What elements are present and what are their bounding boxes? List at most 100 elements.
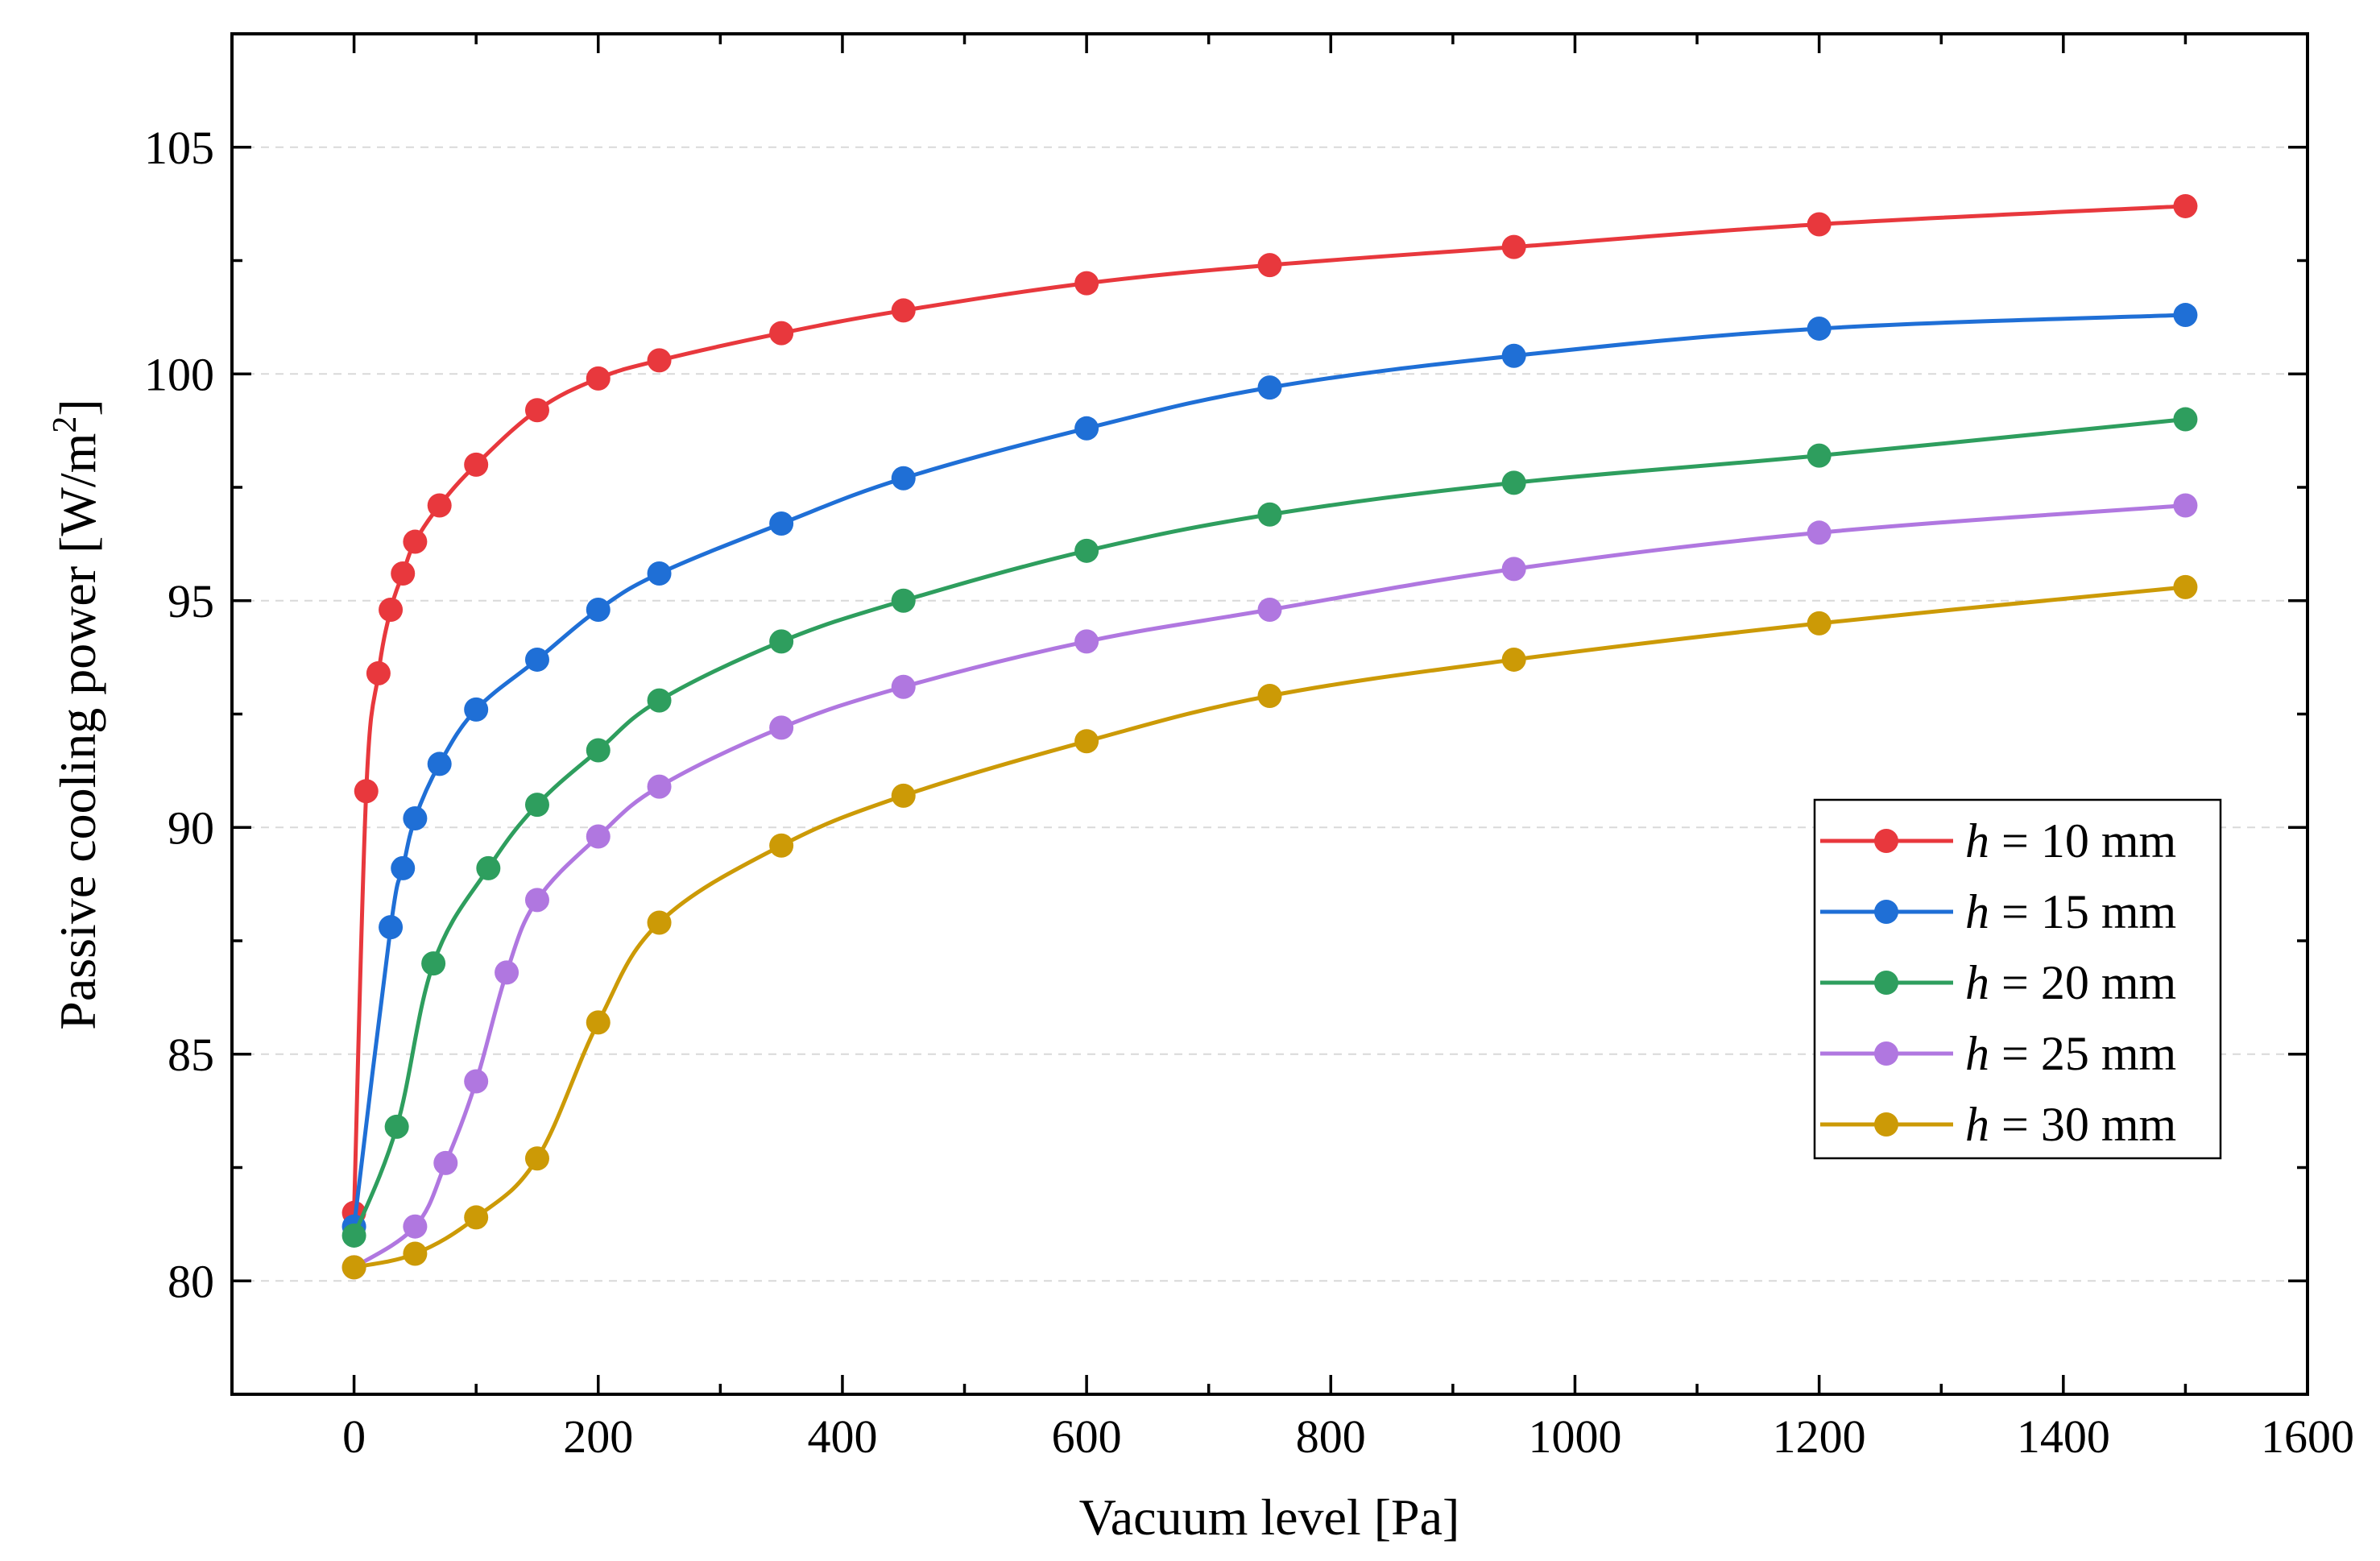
- data-point: [1257, 502, 1282, 527]
- data-point: [495, 960, 519, 985]
- x-tick-label: 1400: [2017, 1410, 2110, 1463]
- data-point: [1501, 343, 1526, 368]
- data-point: [647, 910, 672, 935]
- data-point: [524, 793, 549, 818]
- data-point: [464, 1069, 489, 1094]
- data-point: [341, 1255, 366, 1280]
- data-point: [586, 1010, 611, 1035]
- series-layer: [341, 193, 2198, 1280]
- data-point: [647, 774, 672, 799]
- data-point: [1807, 443, 1832, 468]
- data-point: [403, 529, 428, 554]
- x-tick-label: 0: [342, 1410, 366, 1463]
- data-point: [1074, 416, 1099, 441]
- data-point: [1807, 316, 1832, 341]
- data-point: [391, 561, 416, 586]
- legend-label-value: = 15 mm: [1989, 885, 2176, 938]
- plot-frame: [230, 32, 2309, 1396]
- legend-marker: [1874, 971, 1898, 995]
- data-point: [379, 598, 404, 623]
- legend-entry: h = 30 mm: [1820, 1098, 2176, 1151]
- y-tick-label: 90: [168, 801, 214, 854]
- legend-label-value: = 30 mm: [1989, 1098, 2176, 1151]
- x-tick-label: 1000: [1528, 1410, 1621, 1463]
- legend-entry: h = 20 mm: [1820, 956, 2176, 1009]
- data-point: [1074, 729, 1099, 754]
- series-line: [352, 417, 2186, 1236]
- data-point: [1257, 375, 1282, 400]
- data-point: [403, 1214, 428, 1239]
- y-tick-label: 80: [168, 1255, 214, 1307]
- data-point: [403, 805, 428, 830]
- legend-label-variable: h: [1965, 814, 1989, 867]
- series-3: [341, 407, 2198, 1248]
- data-point: [1257, 683, 1282, 708]
- series-1: [341, 193, 2198, 1225]
- data-point: [891, 298, 916, 323]
- data-point: [1807, 520, 1832, 545]
- x-tick-label: 1600: [2261, 1410, 2354, 1463]
- data-point: [427, 493, 452, 518]
- legend-label: h = 15 mm: [1965, 885, 2176, 938]
- data-point: [891, 674, 916, 699]
- legend-label: h = 30 mm: [1965, 1098, 2176, 1151]
- legend-label-variable: h: [1965, 885, 1989, 938]
- data-point: [524, 1146, 549, 1171]
- y-axis-title-close: ]: [49, 399, 106, 416]
- tick-layer: 80 85 90 95 100 105 0 200 400 600 800 1000 1200 1400 1…: [144, 32, 2354, 1463]
- data-point: [464, 697, 489, 722]
- legend-label-value: = 20 mm: [1989, 956, 2176, 1009]
- y-tick-label: 95: [168, 575, 214, 627]
- data-point: [1257, 253, 1282, 278]
- legend-entry: h = 25 mm: [1820, 1027, 2176, 1080]
- data-point: [586, 738, 611, 763]
- y-tick-label: 100: [144, 348, 214, 400]
- legend-label-value: = 10 mm: [1989, 814, 2176, 867]
- x-axis-title: Vacuum level [Pa]: [1079, 1489, 1460, 1546]
- data-point: [1501, 647, 1526, 672]
- x-tick-label: 1200: [1773, 1410, 1866, 1463]
- x-tick-label: 600: [1052, 1410, 1122, 1463]
- data-point: [891, 588, 916, 613]
- data-point: [2173, 193, 2198, 218]
- data-point: [586, 824, 611, 849]
- axis-titles: Vacuum level [Pa] Passive cooling power …: [47, 399, 1459, 1546]
- data-point: [379, 915, 404, 940]
- legend-label: h = 20 mm: [1965, 956, 2176, 1009]
- data-point: [427, 752, 452, 776]
- data-point: [1501, 557, 1526, 582]
- data-point: [647, 688, 672, 713]
- data-point: [769, 321, 794, 346]
- legend-marker: [1874, 1112, 1898, 1137]
- data-point: [524, 888, 549, 913]
- data-point: [2173, 303, 2198, 328]
- legend: h = 10 mmh = 15 mmh = 20 mmh = 25 mmh = …: [1813, 798, 2222, 1160]
- data-point: [1807, 611, 1832, 636]
- data-point: [391, 855, 416, 880]
- data-point: [464, 452, 489, 477]
- legend-entry: h = 10 mm: [1820, 814, 2176, 867]
- data-point: [1501, 470, 1526, 495]
- data-point: [524, 647, 549, 672]
- legend-label: h = 10 mm: [1965, 814, 2176, 867]
- data-point: [586, 366, 611, 391]
- legend-marker: [1874, 900, 1898, 924]
- data-point: [421, 951, 446, 976]
- data-point: [366, 660, 391, 685]
- data-point: [354, 779, 379, 804]
- legend-label: h = 25 mm: [1965, 1027, 2176, 1080]
- legend-marker: [1874, 1041, 1898, 1066]
- data-point: [2173, 493, 2198, 518]
- data-point: [403, 1241, 428, 1266]
- data-point: [586, 598, 611, 623]
- data-point: [1807, 212, 1832, 237]
- data-point: [1501, 234, 1526, 259]
- data-point: [891, 466, 916, 491]
- data-point: [891, 783, 916, 808]
- y-tick-label: 105: [144, 122, 214, 174]
- y-axis-title-superscript: 2: [47, 416, 84, 433]
- x-tick-label: 800: [1296, 1410, 1366, 1463]
- x-tick-label: 200: [563, 1410, 633, 1463]
